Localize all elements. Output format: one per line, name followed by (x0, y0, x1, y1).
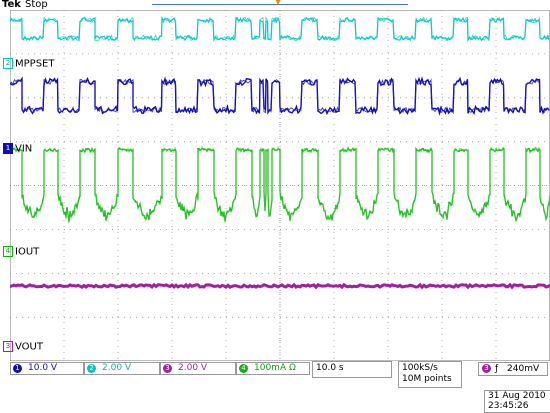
channel-3-name: VOUT (15, 341, 43, 353)
waveform-iout-noise (10, 145, 550, 224)
channel-2-scale-value: 2.00 V (102, 363, 132, 373)
channel-1-scale[interactable]: 1 10.0 V (10, 362, 84, 375)
scope-topbar: Tek Stop ▼ (0, 0, 550, 10)
channel-1-icon: 1 (13, 364, 22, 373)
channel-2-name: MPPSET (15, 58, 55, 70)
waveform-vout (10, 282, 550, 290)
brand-label: Tek (2, 0, 21, 10)
waveform-display (10, 10, 550, 361)
channel-4-marker-icon: 4 (3, 246, 13, 257)
channel-3-marker-icon: 3 (3, 341, 13, 352)
trigger-position-icon[interactable]: ▼ (275, 0, 282, 6)
acquisition-readout[interactable]: 100kS/s 10M points (398, 361, 462, 388)
channel-2-icon: 2 (87, 364, 96, 373)
channel-1-scale-value: 10.0 V (28, 363, 58, 373)
timebase-readout[interactable]: 10.0 s (312, 361, 392, 378)
channel-4-scale-value: 100mA Ω (254, 363, 296, 373)
channel-3-scale[interactable]: 3 2.00 V (160, 362, 236, 375)
acquisition-state: Stop (25, 0, 48, 10)
timestamp: 31 Aug 2010 23:45:26 (484, 390, 550, 413)
record-length: 10M points (402, 374, 452, 384)
channel-4-scale[interactable]: 4 100mA Ω (236, 362, 310, 375)
channel-2-marker-icon: 2 (3, 58, 13, 69)
channel-3-icon: 3 (163, 364, 172, 373)
channel-2-scale[interactable]: 2 2.00 V (84, 362, 160, 375)
status-bar: 1 10.0 V 2 2.00 V 3 2.00 V 4 100mA Ω 10.0 s … (0, 361, 550, 413)
channel-2-label[interactable]: 2 MPPSET (3, 58, 54, 71)
record-bar (152, 4, 408, 5)
channel-4-label[interactable]: 4 IOUT (3, 246, 39, 259)
channel-1-marker-icon: 1 (3, 143, 13, 154)
trigger-channel-icon: 3 (482, 364, 491, 373)
waveform-vin-noise (10, 77, 550, 115)
waveform-mppset (10, 16, 550, 43)
center-axes (10, 10, 550, 361)
sample-rate: 100kS/s (402, 363, 438, 373)
waveform-mppset-noise (10, 16, 550, 42)
channel-1-name: VIN (15, 143, 33, 155)
trigger-slope-icon: ƒ (495, 364, 499, 374)
graticule (10, 10, 550, 361)
channel-1-label[interactable]: 1 VIN (3, 143, 32, 156)
channel-4-icon: 4 (239, 364, 248, 373)
trigger-level: 240mV (507, 364, 540, 374)
channel-3-label[interactable]: 3 VOUT (3, 341, 43, 354)
channel-3-scale-value: 2.00 V (178, 363, 208, 373)
date-label: 31 Aug 2010 (488, 391, 546, 401)
time-label: 23:45:26 (488, 401, 529, 411)
channel-4-name: IOUT (15, 246, 40, 258)
